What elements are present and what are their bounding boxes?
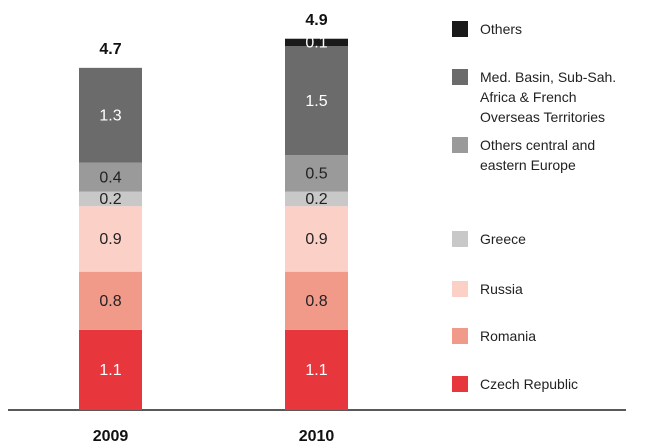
legend-label: Czech Republic — [480, 376, 579, 392]
legend-item: Greece — [452, 229, 640, 249]
legend-label: Med. Basin, Sub-Sah. Africa & French Ove… — [480, 69, 617, 125]
value-label: 0.5 — [305, 166, 327, 183]
legend-label: Others central and eastern Europe — [480, 137, 596, 173]
legend-swatch — [452, 69, 468, 85]
value-label: 0.2 — [305, 191, 327, 208]
value-label: 1.3 — [99, 107, 121, 124]
legend-swatch — [452, 21, 468, 37]
bar-segment — [79, 329, 142, 410]
legend-item: Czech Republic — [452, 374, 640, 394]
value-label: 1.1 — [305, 362, 327, 379]
bar-segment — [79, 162, 142, 192]
bar-segment — [285, 191, 348, 207]
legend-swatch — [452, 376, 468, 392]
bar-segment — [285, 329, 348, 410]
legend-item: Others — [452, 19, 640, 39]
legend-label: Greece — [480, 231, 526, 247]
value-label: 1.5 — [305, 93, 327, 110]
legend-swatch — [452, 231, 468, 247]
value-label: 0.2 — [99, 191, 121, 208]
legend-item: Med. Basin, Sub-Sah. Africa & French Ove… — [452, 67, 640, 127]
legend-label: Romania — [480, 328, 537, 344]
bar-segment — [285, 155, 348, 192]
bar-segment — [285, 38, 348, 46]
value-label: 0.8 — [99, 293, 121, 310]
value-label: 1.1 — [99, 362, 121, 379]
value-label: 0.8 — [305, 293, 327, 310]
bar-segment — [285, 46, 348, 156]
legend-label: Others — [480, 21, 523, 37]
bar-segment — [79, 67, 142, 163]
bar-segment — [79, 271, 142, 330]
x-tick-label: 2009 — [93, 428, 129, 445]
legend-item: Russia — [452, 279, 640, 299]
legend-swatch — [452, 137, 468, 153]
bar-segment — [285, 271, 348, 330]
bar-segment — [79, 206, 142, 272]
legend-swatch — [452, 281, 468, 297]
total-label: 4.9 — [305, 12, 327, 29]
legend-label: Russia — [480, 281, 523, 297]
legend-item: Romania — [452, 326, 640, 346]
value-label: 0.4 — [99, 169, 121, 186]
value-label: 0.9 — [99, 231, 121, 248]
legend-item: Others central and eastern Europe — [452, 135, 640, 175]
value-label: 0.9 — [305, 231, 327, 248]
bar-segment — [79, 191, 142, 207]
total-label: 4.7 — [99, 41, 121, 58]
bar-segment — [285, 206, 348, 272]
legend-swatch — [452, 328, 468, 344]
x-tick-label: 2010 — [299, 428, 335, 445]
value-label: 0.1 — [305, 35, 327, 52]
